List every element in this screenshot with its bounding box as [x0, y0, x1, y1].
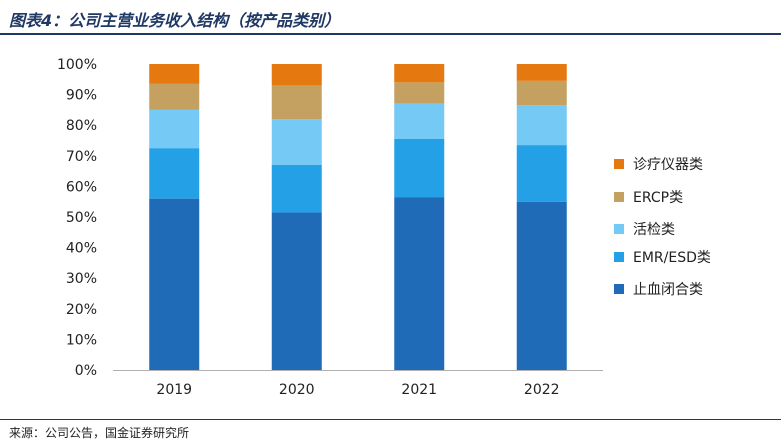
page-title: 图表4：公司主营业务收入结构（按产品类别）: [9, 11, 341, 30]
bar-segment: [271, 85, 322, 120]
y-tick-label: 50%: [66, 210, 97, 226]
header: 图表4：公司主营业务收入结构（按产品类别）: [0, 0, 781, 35]
legend-swatch: [614, 224, 624, 234]
legend-label: 诊疗仪器类: [633, 157, 703, 173]
bar-segment: [149, 64, 200, 84]
bar-segment: [516, 64, 567, 81]
y-tick-label: 40%: [66, 241, 97, 257]
y-tick-label: 10%: [66, 332, 97, 348]
legend-label: 止血闭合类: [633, 282, 703, 298]
bar-segment: [271, 64, 322, 86]
bar-segment: [271, 119, 322, 165]
legend-swatch: [614, 159, 624, 169]
y-tick-label: 70%: [66, 149, 97, 165]
legend-swatch: [614, 252, 624, 262]
bar-segment: [394, 64, 445, 83]
x-tick-label: 2019: [156, 382, 192, 398]
bar-segment: [149, 198, 200, 370]
x-tick-label: 2021: [401, 382, 437, 398]
bar-segment: [516, 105, 567, 146]
y-tick-label: 80%: [66, 118, 97, 134]
bar-segment: [394, 82, 445, 104]
y-tick-label: 90%: [66, 88, 97, 104]
bar-segment: [394, 103, 445, 139]
legend-label: ERCP类: [633, 190, 683, 206]
stacked-bar-chart: 0% 10% 20% 30% 40% 50% 60% 70% 80% 90% 100% 2019 202…: [57, 57, 711, 398]
legend-label: 活检类: [633, 222, 675, 238]
x-tick-label: 2020: [279, 382, 315, 398]
footer-divider: [0, 419, 781, 420]
y-tick-label: 20%: [66, 302, 97, 318]
y-tick-label: 100%: [57, 57, 97, 73]
title-divider: [0, 33, 781, 35]
bar-segment: [149, 109, 200, 149]
y-tick-label: 30%: [66, 271, 97, 287]
legend-swatch: [614, 192, 624, 202]
bar-segment: [149, 148, 200, 199]
bar-segment: [394, 197, 445, 370]
bar-segment: [516, 145, 567, 202]
source-note: 来源：公司公告，国金证券研究所: [9, 426, 190, 440]
bar-segment: [271, 212, 322, 370]
y-tick-label: 60%: [66, 179, 97, 195]
legend-swatch: [614, 284, 624, 294]
bar-segment: [516, 80, 567, 106]
x-tick-label: 2022: [524, 382, 560, 398]
bar-segment: [394, 138, 445, 198]
bar-segment: [516, 201, 567, 370]
y-tick-label: 0%: [75, 363, 97, 379]
legend-label: EMR/ESD类: [633, 250, 711, 266]
bar-segment: [149, 83, 200, 110]
bar-segment: [271, 164, 322, 213]
